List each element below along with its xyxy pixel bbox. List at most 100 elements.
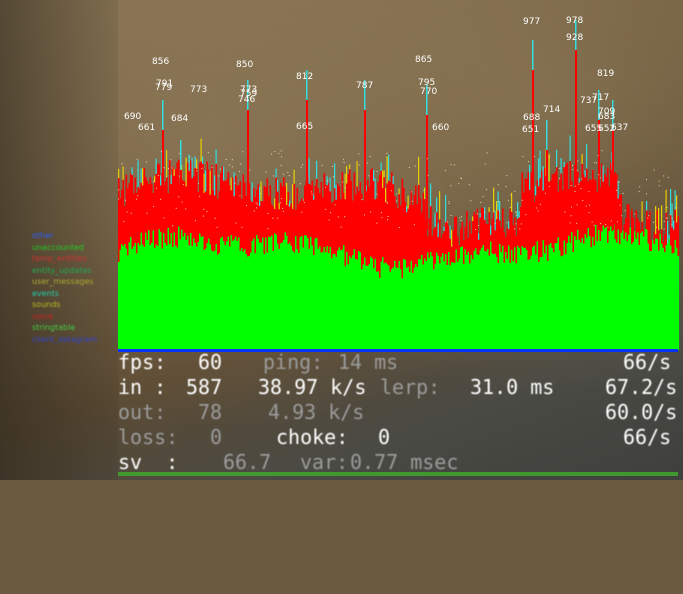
- red-bar: [586, 168, 588, 238]
- green-bar: [304, 235, 306, 350]
- spike-bar: [170, 174, 172, 185]
- red-bar: [395, 203, 398, 268]
- red-bar: [274, 209, 276, 234]
- scatter-dot: [482, 196, 484, 198]
- graph-baseline: [118, 349, 678, 352]
- red-bar: [296, 187, 299, 250]
- peak-label: 665: [296, 122, 313, 132]
- spike-bar: [382, 170, 384, 188]
- red-bar: [673, 229, 675, 253]
- peak-label: 651: [522, 125, 539, 135]
- green-bar: [335, 256, 338, 350]
- green-bar: [313, 255, 315, 350]
- scatter-dot: [411, 200, 413, 202]
- spike-bar: [191, 157, 193, 179]
- green-bar: [182, 236, 185, 350]
- red-bar: [286, 205, 288, 236]
- red-bar: [187, 162, 189, 236]
- scatter-dot: [325, 208, 327, 210]
- green-bar: [446, 264, 449, 350]
- scatter-dot: [256, 203, 258, 205]
- red-bar: [223, 180, 225, 242]
- scatter-dot: [663, 228, 665, 230]
- green-bar: [577, 229, 579, 350]
- scatter-dot: [178, 196, 180, 198]
- red-bar: [374, 199, 377, 259]
- green-bar: [229, 246, 231, 350]
- green-bar: [466, 254, 468, 350]
- red-bar: [640, 229, 642, 233]
- spike-bar: [223, 166, 225, 181]
- legend-item: sounds: [32, 300, 61, 309]
- red-bar: [160, 185, 162, 232]
- red-bar: [293, 183, 296, 253]
- green-bar: [442, 253, 444, 350]
- scatter-dot: [387, 216, 389, 218]
- spike-bar: [539, 150, 541, 179]
- green-bar: [319, 246, 321, 350]
- green-bar: [673, 252, 675, 350]
- scatter-dot: [470, 200, 472, 202]
- green-bar: [430, 251, 432, 350]
- choke-label: choke:: [276, 425, 349, 449]
- scatter-dot: [520, 223, 522, 225]
- red-bar: [295, 210, 297, 236]
- green-bar: [632, 241, 635, 350]
- spike-bar: [658, 207, 660, 231]
- red-bar: [251, 201, 254, 241]
- spike-bar: [365, 185, 367, 192]
- scatter-dot: [646, 193, 648, 195]
- scatter-dot: [477, 213, 479, 215]
- green-bar: [631, 243, 633, 350]
- red-bar: [616, 174, 618, 243]
- red-bar: [206, 161, 209, 243]
- spike-bar: [278, 202, 280, 210]
- green-bar: [158, 229, 161, 350]
- red-bar: [331, 202, 333, 259]
- green-bar: [347, 264, 350, 350]
- green-bar: [337, 250, 339, 350]
- peak-label: 791: [156, 79, 173, 89]
- red-bar: [638, 221, 641, 245]
- green-bar: [236, 240, 239, 350]
- green-bar: [575, 239, 578, 350]
- green-bar: [241, 247, 243, 350]
- scatter-dot: [118, 189, 120, 191]
- in-bytes: 587: [186, 375, 223, 399]
- green-bar: [517, 245, 519, 350]
- ping-value: 14 ms: [338, 350, 399, 374]
- red-bar: [608, 186, 611, 231]
- green-bar: [368, 263, 371, 350]
- red-bar: [277, 191, 279, 244]
- scatter-dot: [234, 182, 236, 184]
- scatter-dot: [622, 192, 624, 194]
- red-bar: [241, 199, 243, 248]
- red-bar: [457, 236, 459, 262]
- netgraph-graph: 8567917796906616847738507737597468126657…: [118, 16, 680, 352]
- spike-bar: [142, 168, 144, 186]
- scatter-dot: [280, 164, 282, 166]
- scatter-dot: [278, 153, 280, 155]
- green-bar: [355, 258, 357, 350]
- red-bar: [352, 200, 354, 256]
- red-bar: [193, 176, 195, 239]
- red-bar: [125, 174, 128, 249]
- scatter-dot: [515, 211, 517, 213]
- spike-bar: [443, 226, 445, 231]
- green-bar: [386, 264, 389, 350]
- red-bar: [208, 169, 210, 239]
- green-bar: [290, 245, 293, 350]
- red-bar: [128, 183, 131, 243]
- green-bar: [586, 237, 588, 350]
- peak-label: 652: [598, 124, 615, 134]
- spike-bar: [155, 158, 157, 174]
- scatter-dot: [475, 229, 477, 231]
- spike-bar: [166, 150, 168, 177]
- netgraph-stats: fps: 60 ping: 14 ms 66/s in : 587 38.97 …: [118, 350, 683, 480]
- peak-label: 746: [238, 95, 255, 105]
- spike-bar: [260, 181, 262, 201]
- green-bar: [500, 252, 503, 350]
- spike-bar: [335, 184, 337, 200]
- scatter-dot: [581, 178, 583, 180]
- green-bar: [581, 238, 584, 350]
